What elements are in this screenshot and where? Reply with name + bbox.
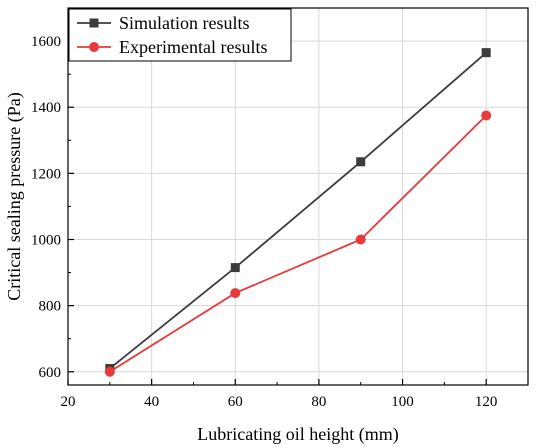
series-markers [104, 48, 492, 377]
series-line-experimental [109, 114, 487, 373]
experimental-data-point [355, 234, 366, 245]
y-tick-label: 1000 [31, 232, 61, 248]
x-tick-label: 20 [61, 394, 76, 410]
experimental-data-point [481, 110, 492, 121]
simulation-data-point [230, 263, 240, 273]
y-tick-label: 1400 [31, 100, 61, 116]
legend-box [68, 8, 292, 62]
x-tick-label: 60 [228, 394, 243, 410]
legend-marker-experimental [89, 42, 99, 52]
legend-marker-simulation [89, 18, 99, 28]
x-tick-label: 100 [391, 394, 414, 410]
x-axis-title: Lubricating oil height (mm) [197, 424, 398, 445]
legend-label-experimental: Experimental results [119, 37, 267, 57]
legend-items: Simulation results Experimental results [77, 13, 267, 57]
y-tick-label: 800 [39, 299, 62, 315]
plot-frame [67, 7, 529, 386]
x-tick-label: 40 [144, 394, 159, 410]
y-tick-label: 1600 [31, 34, 61, 50]
y-tick-label: 1200 [31, 166, 61, 182]
experimental-data-point [104, 366, 115, 377]
axis-ticks [67, 40, 487, 385]
series-line-simulation [109, 51, 487, 370]
x-tick-label: 120 [475, 394, 498, 410]
legend-label-simulation: Simulation results [119, 13, 250, 33]
simulation-data-point [356, 157, 366, 167]
y-tick-label: 600 [39, 365, 62, 381]
experimental-data-point [230, 288, 241, 299]
series-lines [109, 51, 487, 373]
simulation-data-point [481, 48, 491, 58]
legend: Simulation results Experimental results [68, 8, 292, 62]
grid [68, 8, 528, 385]
x-tick-label: 80 [311, 394, 326, 410]
tick-labels: 20 40 60 80 100 120 600 800 1000 1200 1400 1600 [31, 34, 497, 410]
y-axis-title: Critical sealing pressure (Pa) [4, 92, 25, 300]
